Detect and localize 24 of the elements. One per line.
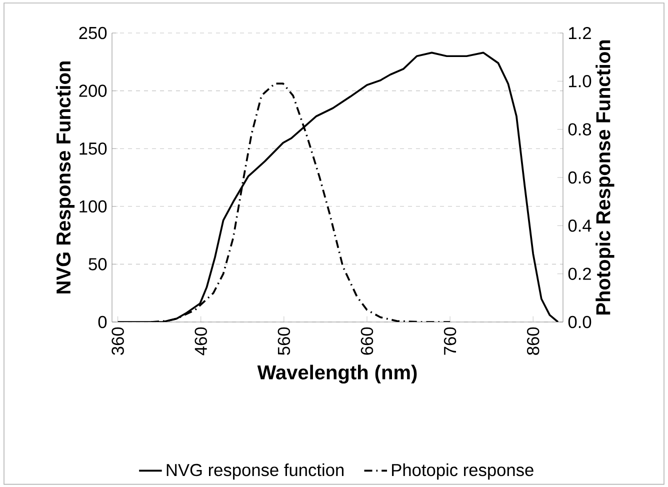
y2-axis-title: Photopic Response Function: [596, 40, 614, 314]
y2-tick-label: 1.2: [569, 26, 591, 40]
y-tick-label: 200: [79, 84, 107, 97]
y-tick-label: 250: [79, 26, 107, 40]
y-tick-label: 100: [80, 200, 107, 213]
y-tick-label: 150: [80, 142, 107, 155]
y2-tick-label: 0.6: [568, 171, 592, 184]
y2-tick-label: 0.8: [568, 123, 592, 136]
x-tick-label: 660: [360, 327, 374, 355]
x-tick-label: 360: [112, 327, 124, 355]
y-axis-title: NVG Response Function: [56, 62, 75, 294]
y2-tick-label: 0.2: [568, 268, 591, 280]
x-tick-label: 860: [526, 327, 540, 355]
x-tick-label: 460: [194, 327, 208, 356]
y-tick-label: 0: [98, 316, 107, 328]
y2-tick-label: 1.0: [569, 75, 592, 88]
x-axis-title: Wavelength (nm): [257, 364, 417, 384]
y2-tick-label: 0.4: [568, 220, 592, 232]
x-tick-label: 760: [444, 327, 456, 355]
legend-label: Photopic response: [392, 463, 534, 480]
y-tick-label: 50: [88, 258, 107, 270]
legend-label: NVG response function: [166, 463, 344, 480]
y2-tick-label: 0.0: [568, 316, 592, 328]
x-tick-label: 560: [278, 327, 290, 355]
